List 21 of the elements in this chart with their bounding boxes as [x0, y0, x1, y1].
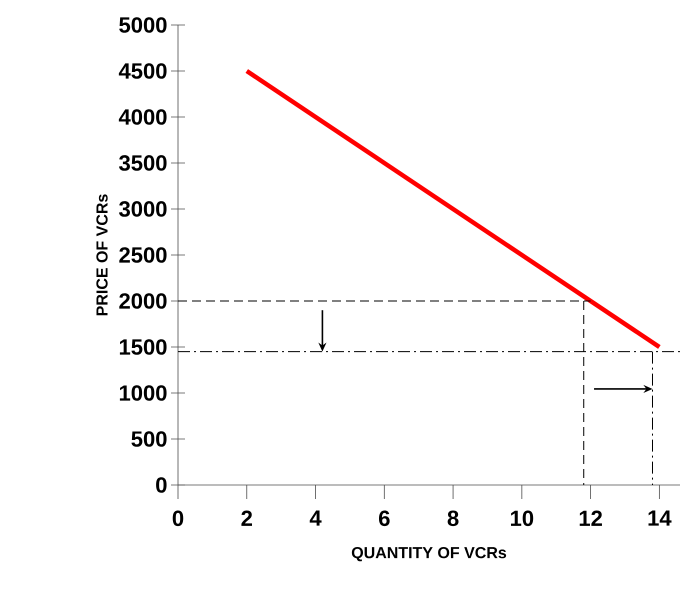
x-axis-title: QUANTITY OF VCRs: [352, 546, 506, 562]
y-tick-label: 1000: [120, 385, 167, 401]
x-tick-label: 8: [448, 510, 459, 526]
x-tick-label: 4: [310, 510, 322, 526]
y-tick-label: 1500: [120, 339, 167, 355]
y-tick-label: 3000: [119, 201, 167, 217]
y-tick-label: 3500: [119, 155, 167, 171]
x-tick-label: 12: [580, 510, 602, 526]
y-axis-title: PRICE OF VCRs: [96, 194, 108, 316]
x-tick-label: 10: [510, 510, 534, 526]
y-tick-label: 4000: [118, 109, 167, 125]
x-tick-label: 2: [241, 510, 252, 526]
y-tick-label: 2500: [119, 247, 167, 263]
x-tick-label: 0: [172, 510, 184, 526]
x-tick-label: 6: [378, 510, 390, 526]
x-tick-label: 14: [648, 510, 672, 526]
y-tick-label: 500: [131, 431, 167, 447]
y-tick-label: 0: [156, 477, 167, 493]
y-tick-label: 4500: [118, 63, 167, 79]
y-tick-label: 2000: [119, 293, 167, 309]
y-tick-label: 5000: [119, 17, 167, 33]
